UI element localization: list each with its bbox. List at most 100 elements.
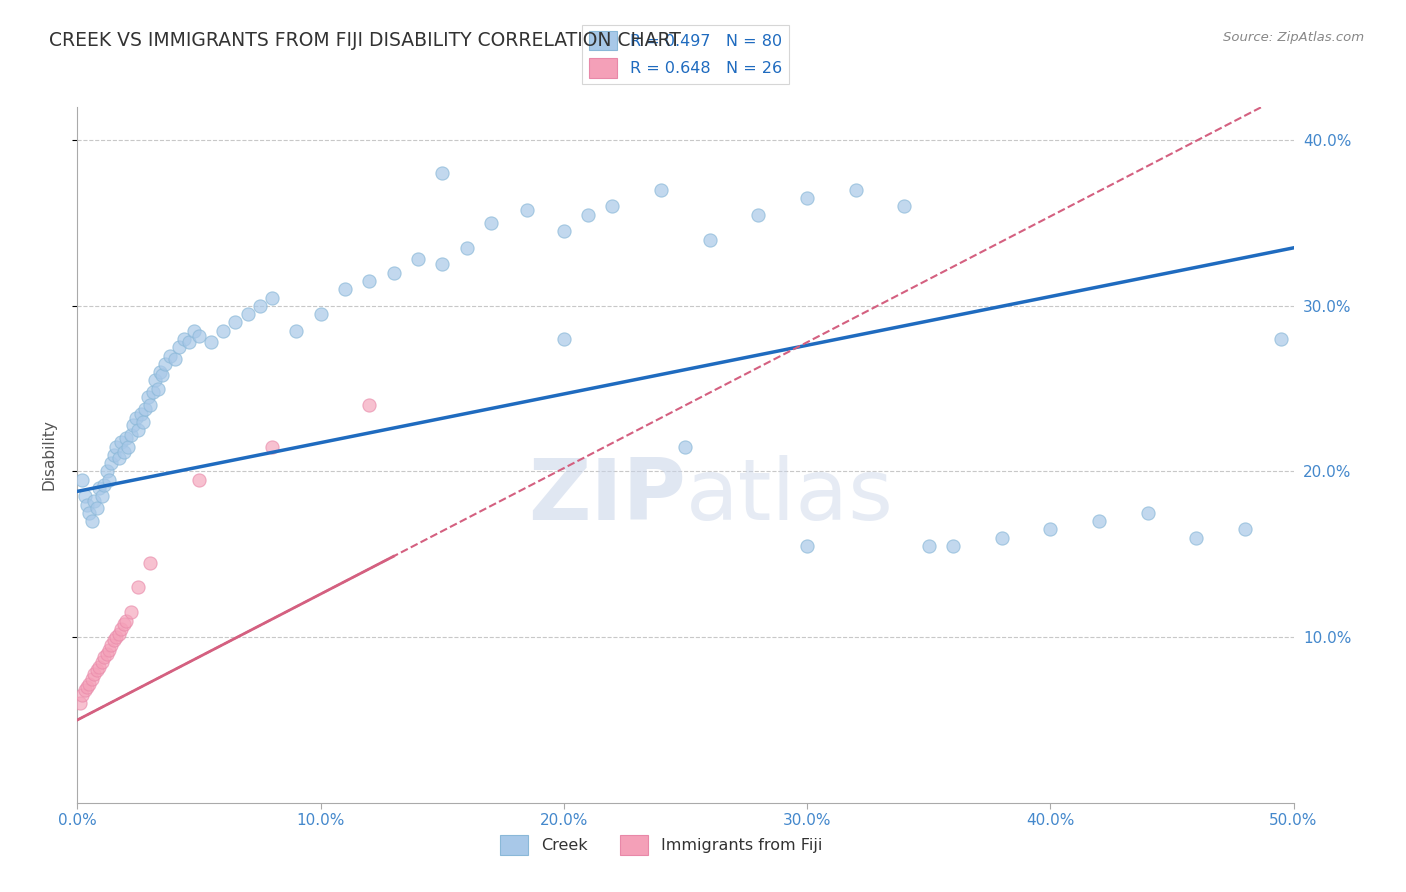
Point: [105, 630, 128, 644]
Point: [73, 683, 96, 698]
Point: [70, 688, 93, 702]
Point: [112, 616, 135, 631]
Point: [1233, 523, 1256, 537]
Point: [89, 660, 111, 674]
Point: [139, 556, 162, 570]
Point: [576, 208, 599, 222]
Point: [83, 494, 105, 508]
Point: [1088, 514, 1111, 528]
Point: [163, 351, 186, 366]
Text: Source: ZipAtlas.com: Source: ZipAtlas.com: [1223, 31, 1364, 45]
Point: [430, 166, 453, 180]
Point: [115, 431, 138, 445]
Point: [188, 473, 211, 487]
Point: [747, 208, 769, 222]
Point: [200, 335, 222, 350]
Point: [149, 365, 172, 379]
Point: [143, 373, 166, 387]
Point: [456, 241, 478, 255]
Point: [142, 384, 165, 399]
Point: [359, 274, 381, 288]
Point: [188, 328, 211, 343]
Point: [115, 614, 138, 628]
Point: [406, 252, 429, 267]
Point: [153, 357, 176, 371]
Point: [93, 650, 115, 665]
Point: [159, 349, 181, 363]
Point: [127, 423, 149, 437]
Point: [132, 415, 155, 429]
Point: [134, 401, 156, 416]
Point: [990, 531, 1012, 545]
Point: [93, 477, 115, 491]
Point: [103, 633, 125, 648]
Point: [285, 324, 308, 338]
Point: [83, 666, 105, 681]
Point: [224, 315, 246, 329]
Point: [86, 663, 108, 677]
Point: [76, 498, 98, 512]
Point: [796, 539, 818, 553]
Point: [650, 183, 672, 197]
Point: [359, 398, 381, 412]
Point: [796, 191, 818, 205]
Point: [120, 605, 142, 619]
Point: [122, 418, 145, 433]
Point: [100, 456, 122, 470]
Point: [97, 643, 120, 657]
Point: [212, 324, 235, 338]
Point: [1039, 523, 1062, 537]
Point: [103, 448, 125, 462]
Point: [699, 233, 721, 247]
Point: [249, 299, 271, 313]
Point: [845, 183, 868, 197]
Point: [309, 307, 332, 321]
Point: [516, 202, 538, 217]
Point: [1185, 531, 1208, 545]
Point: [236, 307, 259, 321]
Point: [73, 489, 96, 503]
Point: [79, 676, 101, 690]
Point: [942, 539, 965, 553]
Point: [112, 444, 135, 458]
Y-axis label: Disability: Disability: [42, 419, 56, 491]
Point: [129, 407, 152, 421]
Point: [117, 440, 139, 454]
Point: [107, 627, 129, 641]
Point: [333, 282, 356, 296]
Point: [96, 647, 118, 661]
Point: [553, 332, 575, 346]
Point: [183, 324, 205, 338]
Point: [89, 481, 111, 495]
Point: [105, 440, 128, 454]
Point: [893, 199, 915, 213]
Point: [602, 199, 624, 213]
Point: [90, 655, 112, 669]
Point: [100, 639, 122, 653]
Point: [96, 465, 118, 479]
Point: [260, 291, 283, 305]
Point: [430, 257, 453, 271]
Point: [136, 390, 159, 404]
Point: [110, 434, 132, 449]
Point: [173, 332, 195, 346]
Point: [70, 473, 93, 487]
Point: [169, 340, 191, 354]
Point: [107, 451, 129, 466]
Point: [125, 411, 148, 425]
Legend: Creek, Immigrants from Fiji: Creek, Immigrants from Fiji: [494, 829, 830, 861]
Point: [179, 335, 201, 350]
Point: [1270, 332, 1292, 346]
Text: CREEK VS IMMIGRANTS FROM FIJI DISABILITY CORRELATION CHART: CREEK VS IMMIGRANTS FROM FIJI DISABILITY…: [49, 31, 681, 50]
Point: [146, 382, 169, 396]
Point: [675, 440, 697, 454]
Point: [69, 697, 91, 711]
Point: [1136, 506, 1159, 520]
Text: ZIP: ZIP: [527, 455, 686, 538]
Point: [110, 622, 132, 636]
Point: [553, 224, 575, 238]
Point: [260, 440, 283, 454]
Point: [79, 506, 101, 520]
Point: [152, 368, 174, 383]
Text: atlas: atlas: [686, 455, 893, 538]
